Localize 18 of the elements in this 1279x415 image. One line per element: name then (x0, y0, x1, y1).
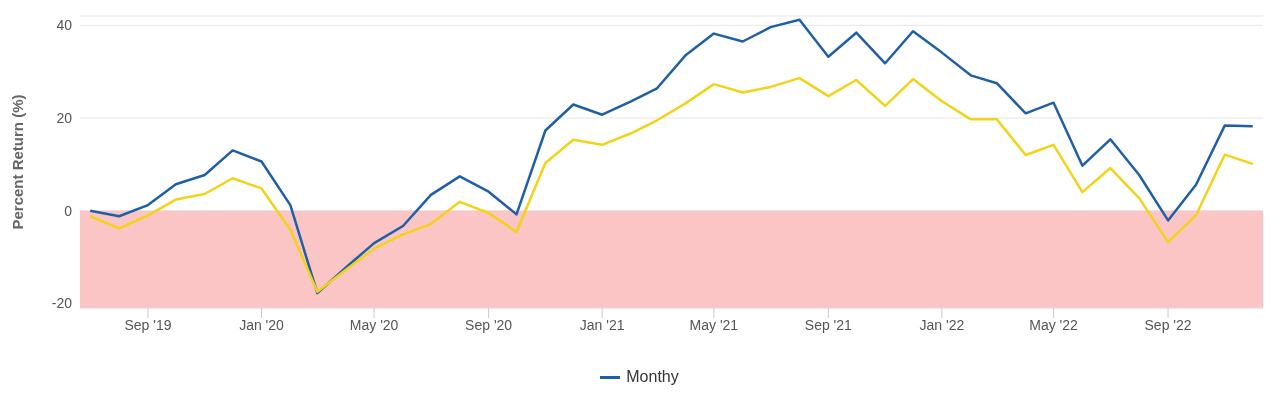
x-tick-label: Jan '21 (579, 316, 625, 333)
y-axis-title: Percent Return (%) (9, 94, 27, 230)
x-tick-label: Jan '20 (239, 316, 285, 333)
x-tick-label: May '20 (349, 316, 399, 333)
y-tick-label: 0 (64, 202, 73, 219)
line-series (88, 18, 1255, 295)
y-tick-label: -20 (51, 295, 73, 312)
line-series (88, 76, 1255, 294)
x-tick-label: May '22 (1029, 316, 1079, 333)
y-tick-label: 20 (56, 109, 73, 126)
legend-label: Monthy (626, 368, 679, 386)
x-tick-label: Sep '19 (124, 316, 172, 333)
x-tick-label: Sep '22 (1144, 316, 1192, 333)
x-tick-label: Sep '21 (804, 316, 853, 333)
x-tick-label: Jan '22 (919, 316, 965, 333)
y-tick-label: 40 (56, 17, 73, 34)
x-tick-label: May '21 (689, 316, 739, 333)
x-tick-label: Sep '20 (465, 316, 513, 333)
